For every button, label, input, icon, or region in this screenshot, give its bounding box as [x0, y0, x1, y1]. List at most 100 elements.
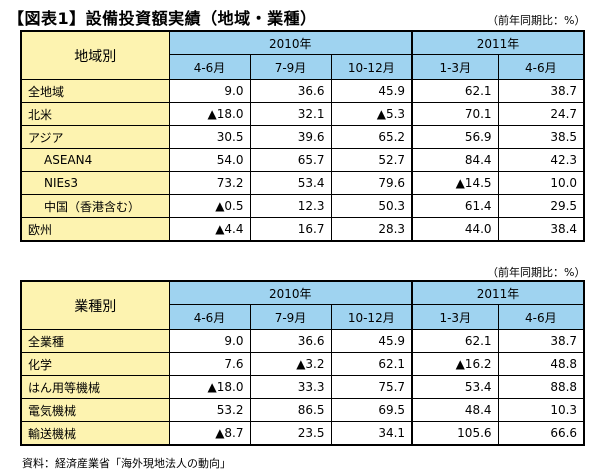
value-cell: 38.4: [497, 217, 585, 242]
row-label: 全地域: [20, 79, 170, 103]
year-header-2011: 2011年: [411, 30, 585, 55]
value-cell: 45.9: [330, 329, 413, 353]
value-cell: 36.6: [249, 329, 332, 353]
value-cell: 88.8: [497, 375, 585, 399]
value-cell: 48.4: [411, 398, 499, 422]
value-cell: 9.0: [168, 79, 251, 103]
value-cell: ▲18.0: [168, 375, 251, 399]
table-row: 中国（香港含む） ▲0.5 12.3 50.3 61.4 29.5: [20, 194, 585, 218]
value-cell: ▲3.2: [249, 352, 332, 376]
row-label: 欧州: [20, 217, 170, 242]
year-header-2010: 2010年: [168, 30, 413, 55]
table-row: 北米 ▲18.0 32.1 ▲5.3 70.1 24.7: [20, 102, 585, 126]
value-cell: 39.6: [249, 125, 332, 149]
table-row: ASEAN4 54.0 65.7 52.7 84.4 42.3: [20, 148, 585, 172]
table-row: 全地域 9.0 36.6 45.9 62.1 38.7: [20, 79, 585, 103]
value-cell: 105.6: [411, 421, 499, 446]
value-cell: 75.7: [330, 375, 413, 399]
value-cell: 54.0: [168, 148, 251, 172]
period-header: 7-9月: [249, 304, 332, 330]
table-row: 輸送機械 ▲8.7 23.5 34.1 105.6 66.6: [20, 421, 585, 446]
value-cell: 33.3: [249, 375, 332, 399]
value-cell: ▲8.7: [168, 421, 251, 446]
value-cell: 53.4: [249, 171, 332, 195]
value-cell: 36.6: [249, 79, 332, 103]
value-cell: 38.5: [497, 125, 585, 149]
value-cell: 9.0: [168, 329, 251, 353]
value-cell: ▲5.3: [330, 102, 413, 126]
period-header: 1-3月: [411, 304, 499, 330]
value-cell: 34.1: [330, 421, 413, 446]
period-header: 4-6月: [168, 304, 251, 330]
value-cell: 10.3: [497, 398, 585, 422]
row-label: NIEs3: [20, 171, 170, 195]
table-row: 化学 7.6 ▲3.2 62.1 ▲16.2 48.8: [20, 352, 585, 376]
value-cell: 12.3: [249, 194, 332, 218]
value-cell: 79.6: [330, 171, 413, 195]
value-cell: 61.4: [411, 194, 499, 218]
table-row: 欧州 ▲4.4 16.7 28.3 44.0 38.4: [20, 217, 585, 242]
value-cell: 29.5: [497, 194, 585, 218]
value-cell: 73.2: [168, 171, 251, 195]
value-cell: 30.5: [168, 125, 251, 149]
period-header: 10-12月: [330, 54, 413, 80]
value-cell: ▲18.0: [168, 102, 251, 126]
row-label: アジア: [20, 125, 170, 149]
value-cell: ▲14.5: [411, 171, 499, 195]
value-cell: 65.7: [249, 148, 332, 172]
industry-table: 業種別 2010年 2011年 4-6月 7-9月 10-12月 1-3月 4-…: [20, 280, 586, 446]
year-header-2010: 2010年: [168, 280, 413, 305]
value-cell: 65.2: [330, 125, 413, 149]
value-cell: 7.6: [168, 352, 251, 376]
industry-corner-header: 業種別: [20, 280, 170, 330]
unit-label-industry: （前年同期比：%）: [487, 266, 586, 279]
period-header: 7-9月: [249, 54, 332, 80]
value-cell: 50.3: [330, 194, 413, 218]
period-header: 10-12月: [330, 304, 413, 330]
value-cell: 56.9: [411, 125, 499, 149]
period-header: 4-6月: [497, 54, 585, 80]
row-label: ASEAN4: [20, 148, 170, 172]
value-cell: 84.4: [411, 148, 499, 172]
table-row: NIEs3 73.2 53.4 79.6 ▲14.5 10.0: [20, 171, 585, 195]
row-label: はん用等機械: [20, 375, 170, 399]
value-cell: 53.2: [168, 398, 251, 422]
unit-label-region: （前年同期比：%）: [487, 14, 586, 27]
table-row: 電気機械 53.2 86.5 69.5 48.4 10.3: [20, 398, 585, 422]
region-corner-header: 地域別: [20, 30, 170, 80]
row-label: 全業種: [20, 329, 170, 353]
value-cell: 23.5: [249, 421, 332, 446]
value-cell: 69.5: [330, 398, 413, 422]
value-cell: 32.1: [249, 102, 332, 126]
value-cell: 48.8: [497, 352, 585, 376]
table-row: アジア 30.5 39.6 65.2 56.9 38.5: [20, 125, 585, 149]
value-cell: 38.7: [497, 329, 585, 353]
value-cell: 86.5: [249, 398, 332, 422]
year-header-2011: 2011年: [411, 280, 585, 305]
row-label: 輸送機械: [20, 421, 170, 446]
value-cell: 16.7: [249, 217, 332, 242]
row-label: 化学: [20, 352, 170, 376]
region-table: 地域別 2010年 2011年 4-6月 7-9月 10-12月 1-3月 4-…: [20, 30, 586, 242]
source-note: 資料：経済産業省「海外現地法人の動向」: [22, 457, 231, 470]
table-row: はん用等機械 ▲18.0 33.3 75.7 53.4 88.8: [20, 375, 585, 399]
value-cell: 52.7: [330, 148, 413, 172]
value-cell: 70.1: [411, 102, 499, 126]
value-cell: 62.1: [411, 329, 499, 353]
value-cell: ▲4.4: [168, 217, 251, 242]
value-cell: 28.3: [330, 217, 413, 242]
period-header: 4-6月: [168, 54, 251, 80]
value-cell: 62.1: [411, 79, 499, 103]
value-cell: 66.6: [497, 421, 585, 446]
period-header: 1-3月: [411, 54, 499, 80]
value-cell: 42.3: [497, 148, 585, 172]
value-cell: ▲0.5: [168, 194, 251, 218]
row-label: 北米: [20, 102, 170, 126]
value-cell: ▲16.2: [411, 352, 499, 376]
document-title: 【図表1】設備投資額実績（地域・業種）: [8, 9, 317, 28]
row-label: 中国（香港含む）: [20, 194, 170, 218]
period-header: 4-6月: [497, 304, 585, 330]
value-cell: 45.9: [330, 79, 413, 103]
value-cell: 44.0: [411, 217, 499, 242]
row-label: 電気機械: [20, 398, 170, 422]
